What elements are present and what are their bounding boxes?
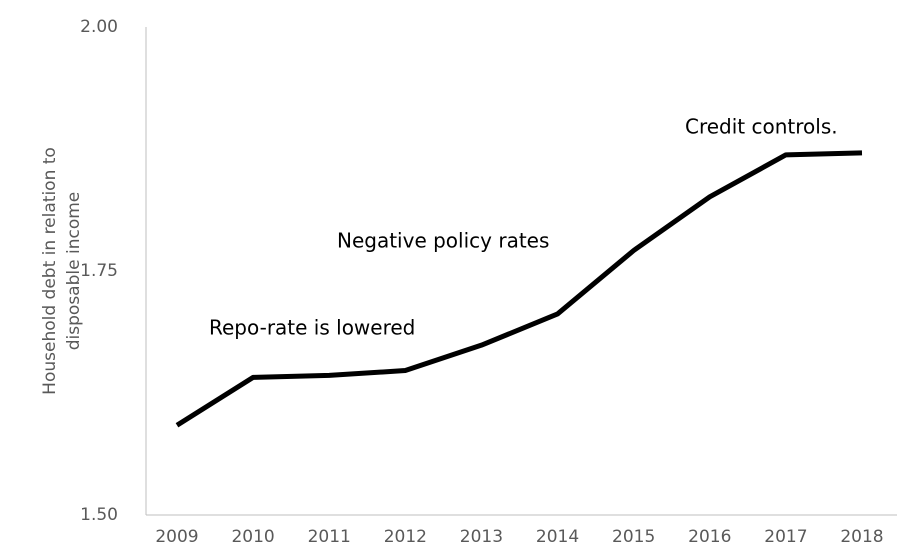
x-tick-label: 2010 bbox=[231, 527, 274, 547]
x-tick-label: 2018 bbox=[840, 527, 883, 547]
x-tick-label: 2011 bbox=[308, 527, 351, 547]
x-tick-label: 2014 bbox=[536, 527, 579, 547]
y-axis-label: disposable income bbox=[64, 192, 84, 350]
annotation: Repo-rate is lowered bbox=[209, 316, 415, 340]
line-series bbox=[175, 150, 863, 428]
y-tick-label: 2.00 bbox=[80, 17, 118, 37]
x-tick-label: 2017 bbox=[764, 527, 807, 547]
y-axis-label: Household debt in relation to bbox=[40, 147, 60, 395]
x-tick-label: 2012 bbox=[384, 527, 427, 547]
x-tick-label: 2013 bbox=[460, 527, 503, 547]
x-tick-label: 2009 bbox=[155, 527, 198, 547]
y-tick-label: 1.50 bbox=[80, 505, 118, 525]
annotation: Credit controls. bbox=[685, 115, 838, 139]
y-tick-label: 1.75 bbox=[80, 261, 118, 281]
x-tick-label: 2015 bbox=[612, 527, 655, 547]
annotation: Negative policy rates bbox=[337, 229, 549, 253]
x-tick-label: 2016 bbox=[688, 527, 731, 547]
